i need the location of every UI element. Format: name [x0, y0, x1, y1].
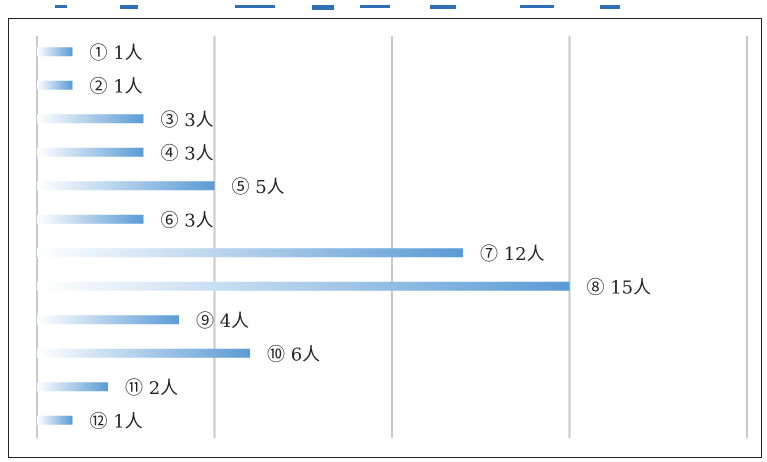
header-glyph — [235, 5, 275, 8]
bar-5 — [37, 181, 215, 191]
bar-1 — [37, 47, 73, 57]
header-glyph — [520, 5, 554, 8]
data-label-1: ① 1人 — [90, 43, 143, 64]
bar-7 — [37, 248, 463, 258]
bar-4 — [37, 147, 144, 157]
data-label-4: ④ 3人 — [161, 143, 214, 164]
data-label-11: ⑪ 2人 — [125, 378, 178, 399]
data-label-6: ⑥ 3人 — [161, 210, 214, 231]
bar-6 — [37, 214, 144, 224]
data-label-2: ② 1人 — [90, 76, 143, 97]
data-label-9: ⑨ 4人 — [196, 311, 249, 332]
chart-frame — [8, 18, 762, 458]
bar-11 — [37, 382, 108, 392]
header-glyph — [55, 5, 67, 8]
data-label-5: ⑤ 5人 — [232, 177, 285, 198]
bars — [37, 47, 570, 425]
data-label-3: ③ 3人 — [161, 110, 214, 131]
bar-12 — [37, 415, 73, 425]
cropped-header-strip — [0, 0, 767, 10]
data-labels: ① 1人 ② 1人 ③ 3人 ④ 3人 ⑤ 5人 ⑥ 3人 ⑦ 12人 ⑧ 15人 ⑨ 4人 ⑩ … — [90, 43, 652, 433]
header-glyph — [312, 5, 334, 10]
header-glyph — [600, 5, 620, 9]
cropped-header-glyphs — [55, 5, 620, 10]
bar-9 — [37, 315, 179, 325]
gridlines — [36, 36, 748, 438]
bar-2 — [37, 80, 73, 90]
data-label-10: ⑩ 6人 — [267, 344, 320, 365]
header-glyph — [360, 5, 390, 8]
data-label-7: ⑦ 12人 — [480, 244, 545, 265]
header-glyph — [120, 5, 138, 9]
bar-8 — [37, 281, 570, 291]
data-label-12: ⑫ 1人 — [90, 411, 143, 432]
bar-10 — [37, 348, 250, 358]
data-label-8: ⑧ 15人 — [587, 277, 652, 298]
header-glyph — [430, 5, 456, 9]
bar-3 — [37, 114, 144, 124]
